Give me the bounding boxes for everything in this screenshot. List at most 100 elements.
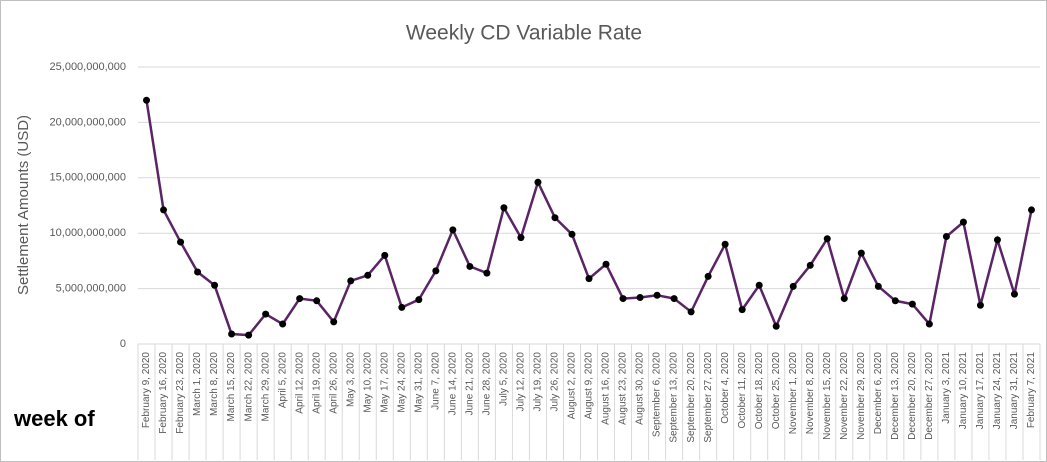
y-tick-label: 25,000,000,000	[50, 61, 126, 73]
data-point	[602, 260, 610, 268]
x-tick-label: June 21, 2020	[465, 352, 476, 416]
x-tick-label: December 6, 2020	[873, 352, 884, 435]
x-tick-label: July 19, 2020	[533, 352, 544, 412]
x-tick-label: March 22, 2020	[243, 352, 254, 422]
x-tick-label: October 25, 2020	[771, 352, 782, 430]
x-tick-label: March 1, 2020	[192, 352, 203, 416]
data-point	[908, 300, 916, 308]
data-point	[619, 295, 627, 303]
data-point	[279, 320, 287, 328]
x-tick-label: October 4, 2020	[720, 352, 731, 424]
annotation: week of	[13, 406, 95, 431]
y-tick-label: 5,000,000,000	[56, 283, 126, 295]
x-tick-label: September 20, 2020	[686, 352, 697, 443]
y-tick-label: 0	[120, 338, 126, 350]
data-point	[568, 230, 576, 238]
x-tick-label: August 16, 2020	[601, 352, 612, 425]
y-tick-label: 10,000,000,000	[50, 227, 126, 239]
data-point	[721, 240, 729, 248]
x-tick-label: August 30, 2020	[635, 352, 646, 425]
x-tick-label: September 13, 2020	[669, 352, 680, 443]
x-tick-label: May 24, 2020	[396, 352, 407, 413]
x-tick-label: January 10, 2021	[958, 352, 969, 430]
x-tick-label: September 6, 2020	[652, 352, 663, 437]
data-point	[194, 268, 202, 276]
data-point	[789, 282, 797, 290]
x-tick-label: April 26, 2020	[328, 352, 339, 414]
x-tick-label: July 5, 2020	[499, 352, 510, 406]
data-point	[211, 281, 219, 289]
x-tick-label: February 16, 2020	[158, 352, 169, 434]
x-tick-label: March 15, 2020	[226, 352, 237, 422]
data-point	[415, 296, 423, 304]
data-point	[772, 322, 780, 330]
x-tick-label: March 29, 2020	[260, 352, 271, 422]
x-tick-label: November 22, 2020	[839, 352, 850, 440]
x-tick-label: November 15, 2020	[822, 352, 833, 440]
x-tick-label: September 27, 2020	[703, 352, 714, 443]
data-point	[228, 330, 236, 338]
x-tick-label: June 28, 2020	[482, 352, 493, 416]
data-point	[874, 282, 882, 290]
x-tick-label: December 27, 2020	[924, 352, 935, 440]
y-tick-label: 15,000,000,000	[50, 172, 126, 184]
data-point	[347, 277, 355, 285]
x-tick-label: March 8, 2020	[209, 352, 220, 416]
data-point	[840, 295, 848, 303]
data-point	[500, 204, 508, 212]
x-tick-label: August 2, 2020	[567, 352, 578, 420]
data-point	[653, 291, 661, 299]
x-tick-label: November 8, 2020	[805, 352, 816, 435]
data-point	[245, 331, 253, 339]
data-point	[976, 301, 984, 309]
x-tick-label: November 29, 2020	[856, 352, 867, 440]
data-point	[1027, 206, 1035, 214]
x-tick-label: April 5, 2020	[277, 352, 288, 409]
x-tick-label: November 1, 2020	[788, 352, 799, 435]
x-tick-label: February 9, 2020	[141, 352, 152, 429]
x-tick-label: January 24, 2021	[992, 352, 1003, 430]
data-point	[398, 303, 406, 311]
chart-title: Weekly CD Variable Rate	[406, 22, 642, 45]
data-point	[1010, 290, 1018, 298]
x-tick-label: July 12, 2020	[516, 352, 527, 412]
x-tick-label: May 31, 2020	[413, 352, 424, 413]
data-point	[704, 272, 712, 280]
x-tick-label: January 31, 2021	[1009, 352, 1020, 430]
data-point	[432, 267, 440, 275]
data-point	[364, 271, 372, 279]
data-point	[823, 235, 831, 243]
x-tick-label: April 19, 2020	[311, 352, 322, 414]
x-tick-label: August 23, 2020	[618, 352, 629, 425]
data-point	[551, 214, 559, 222]
x-tick-label: October 11, 2020	[737, 352, 748, 429]
data-point	[330, 318, 338, 326]
data-point	[891, 297, 899, 305]
data-point	[925, 320, 933, 328]
x-tick-label: May 17, 2020	[379, 352, 390, 413]
x-tick-label: May 3, 2020	[345, 352, 356, 407]
data-point	[738, 306, 746, 314]
y-tick-label: 20,000,000,000	[50, 116, 126, 128]
data-point	[942, 233, 950, 241]
data-point	[381, 251, 389, 259]
x-tick-label: June 14, 2020	[447, 352, 458, 416]
x-tick-label: August 9, 2020	[584, 352, 595, 420]
data-point	[585, 275, 593, 283]
data-point	[806, 261, 814, 269]
data-point	[177, 238, 185, 246]
data-point	[993, 236, 1001, 244]
data-point	[857, 249, 865, 257]
data-point	[636, 293, 644, 301]
data-point	[755, 281, 763, 289]
data-point	[262, 310, 270, 318]
data-point	[483, 269, 491, 277]
x-tick-label: January 3, 2021	[941, 352, 952, 424]
x-tick-label: January 17, 2021	[975, 352, 986, 430]
data-point	[959, 218, 967, 226]
x-tick-label: July 26, 2020	[550, 352, 561, 412]
x-tick-label: June 7, 2020	[430, 352, 441, 410]
x-tick-label: May 10, 2020	[362, 352, 373, 413]
x-tick-label: December 20, 2020	[907, 352, 918, 440]
x-tick-label: April 12, 2020	[294, 352, 305, 414]
